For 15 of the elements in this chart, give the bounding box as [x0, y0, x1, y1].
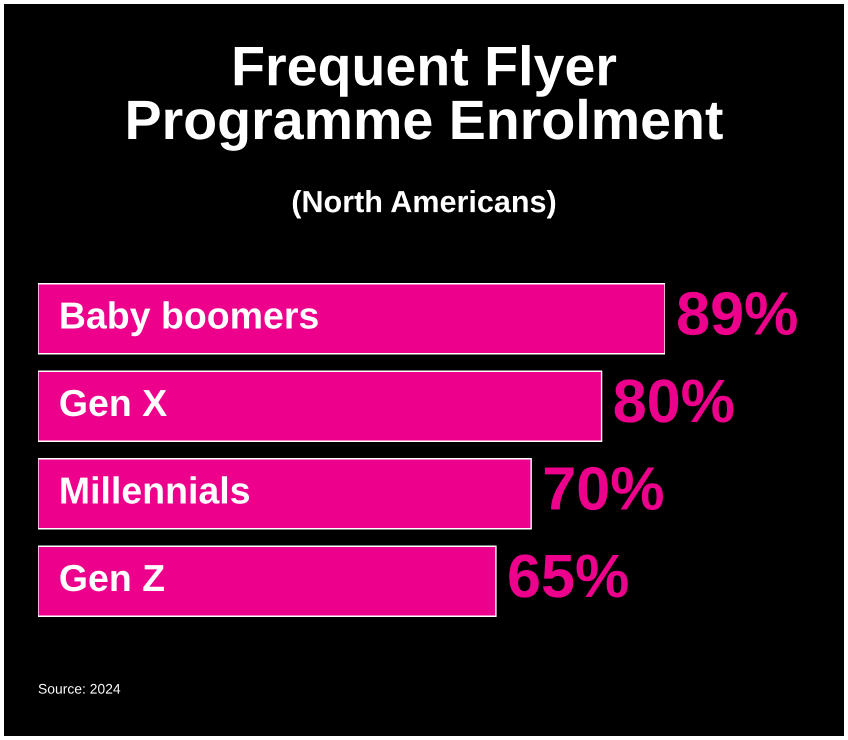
data-label: 80% — [614, 379, 734, 423]
chart-title: Frequent Flyer Programme Enrolment — [128, 45, 723, 151]
bar — [38, 370, 602, 442]
y-tick-label: Gen X — [60, 390, 167, 416]
chart-subtitle: (North Americans) — [292, 190, 556, 218]
bar — [38, 546, 497, 617]
data-label: 65% — [509, 554, 628, 598]
bar — [38, 283, 665, 354]
y-tick-label: Baby boomers — [61, 301, 318, 336]
data-label: 70% — [544, 466, 663, 510]
bar — [38, 458, 532, 530]
source-note: Source: 2024 — [38, 684, 120, 694]
y-tick-label: Millennials — [61, 476, 250, 504]
data-label: 89% — [678, 292, 797, 336]
y-tick-label: Gen Z — [60, 564, 164, 592]
